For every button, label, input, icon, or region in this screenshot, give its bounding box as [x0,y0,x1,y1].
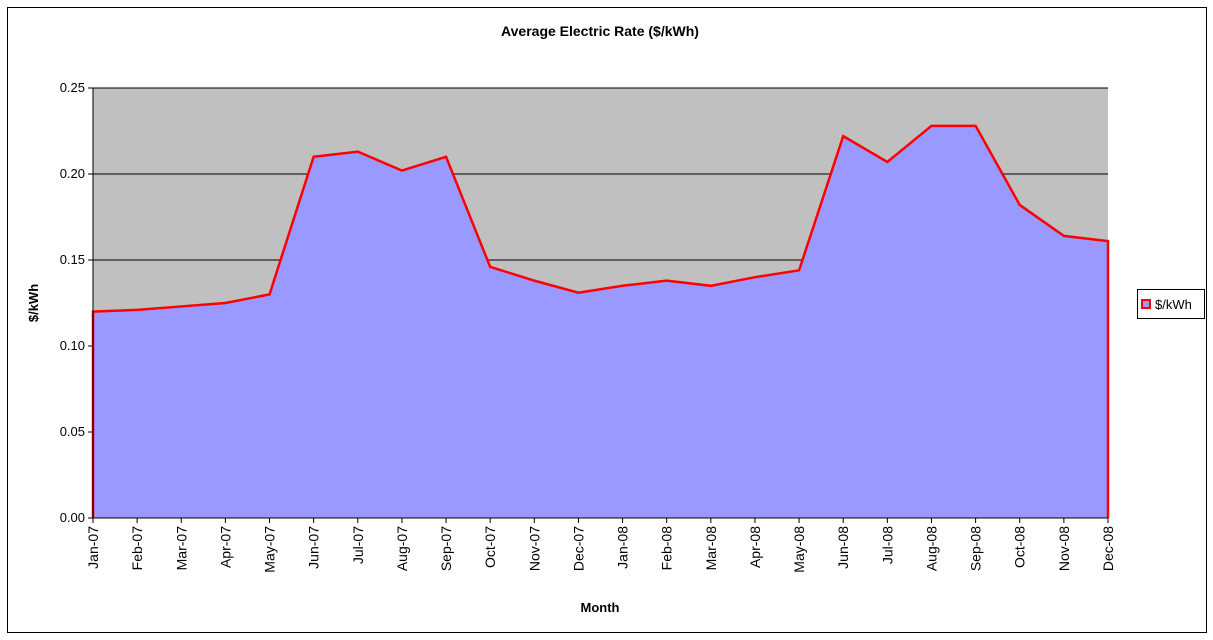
x-tick-label: Jun-07 [306,526,322,569]
legend-label: $/kWh [1155,297,1192,312]
x-tick-label: Jan-08 [615,526,631,569]
x-tick-label: Jul-07 [350,526,366,564]
x-tick-label: Aug-08 [923,526,939,571]
y-tick-label: 0.10 [60,338,85,353]
x-tick-label: Nov-08 [1056,526,1072,571]
x-axis-label: Month [581,600,620,615]
x-tick-label: Dec-07 [570,526,586,571]
x-tick-label: Oct-07 [482,526,498,568]
x-tick-label: Dec-08 [1100,526,1116,571]
x-tick-label: Jul-08 [879,526,895,564]
area [93,125,1108,518]
x-tick-label: Jun-08 [835,526,851,569]
x-tick-label: Aug-07 [394,526,410,571]
x-tick-label: Feb-08 [659,526,675,571]
x-tick-label: Oct-08 [1012,526,1028,568]
x-tick-label: Apr-07 [217,526,233,568]
x-tick-label: Feb-07 [129,526,145,571]
legend-swatch [1141,299,1151,309]
y-tick-label: 0.25 [60,80,85,95]
x-tick-label: Apr-08 [747,526,763,568]
x-tick-label: Nov-07 [526,526,542,571]
chart-title: Average Electric Rate ($/kWh) [501,23,699,39]
y-tick-label: 0.05 [60,424,85,439]
area-outline [91,124,1110,518]
x-tick-label: Sep-07 [438,526,454,571]
x-tick-label: Sep-08 [968,526,984,571]
x-tick-label: Mar-08 [703,526,719,571]
x-tick-label: May-07 [262,526,278,573]
x-tick-label: Mar-07 [173,526,189,571]
y-axis-label: $/kWh [26,284,41,322]
y-tick-label: 0.00 [60,510,85,525]
x-tick-label: Jan-07 [85,526,101,569]
y-tick-label: 0.20 [60,166,85,181]
x-tick-label: May-08 [791,526,807,573]
y-tick-label: 0.15 [60,252,85,267]
